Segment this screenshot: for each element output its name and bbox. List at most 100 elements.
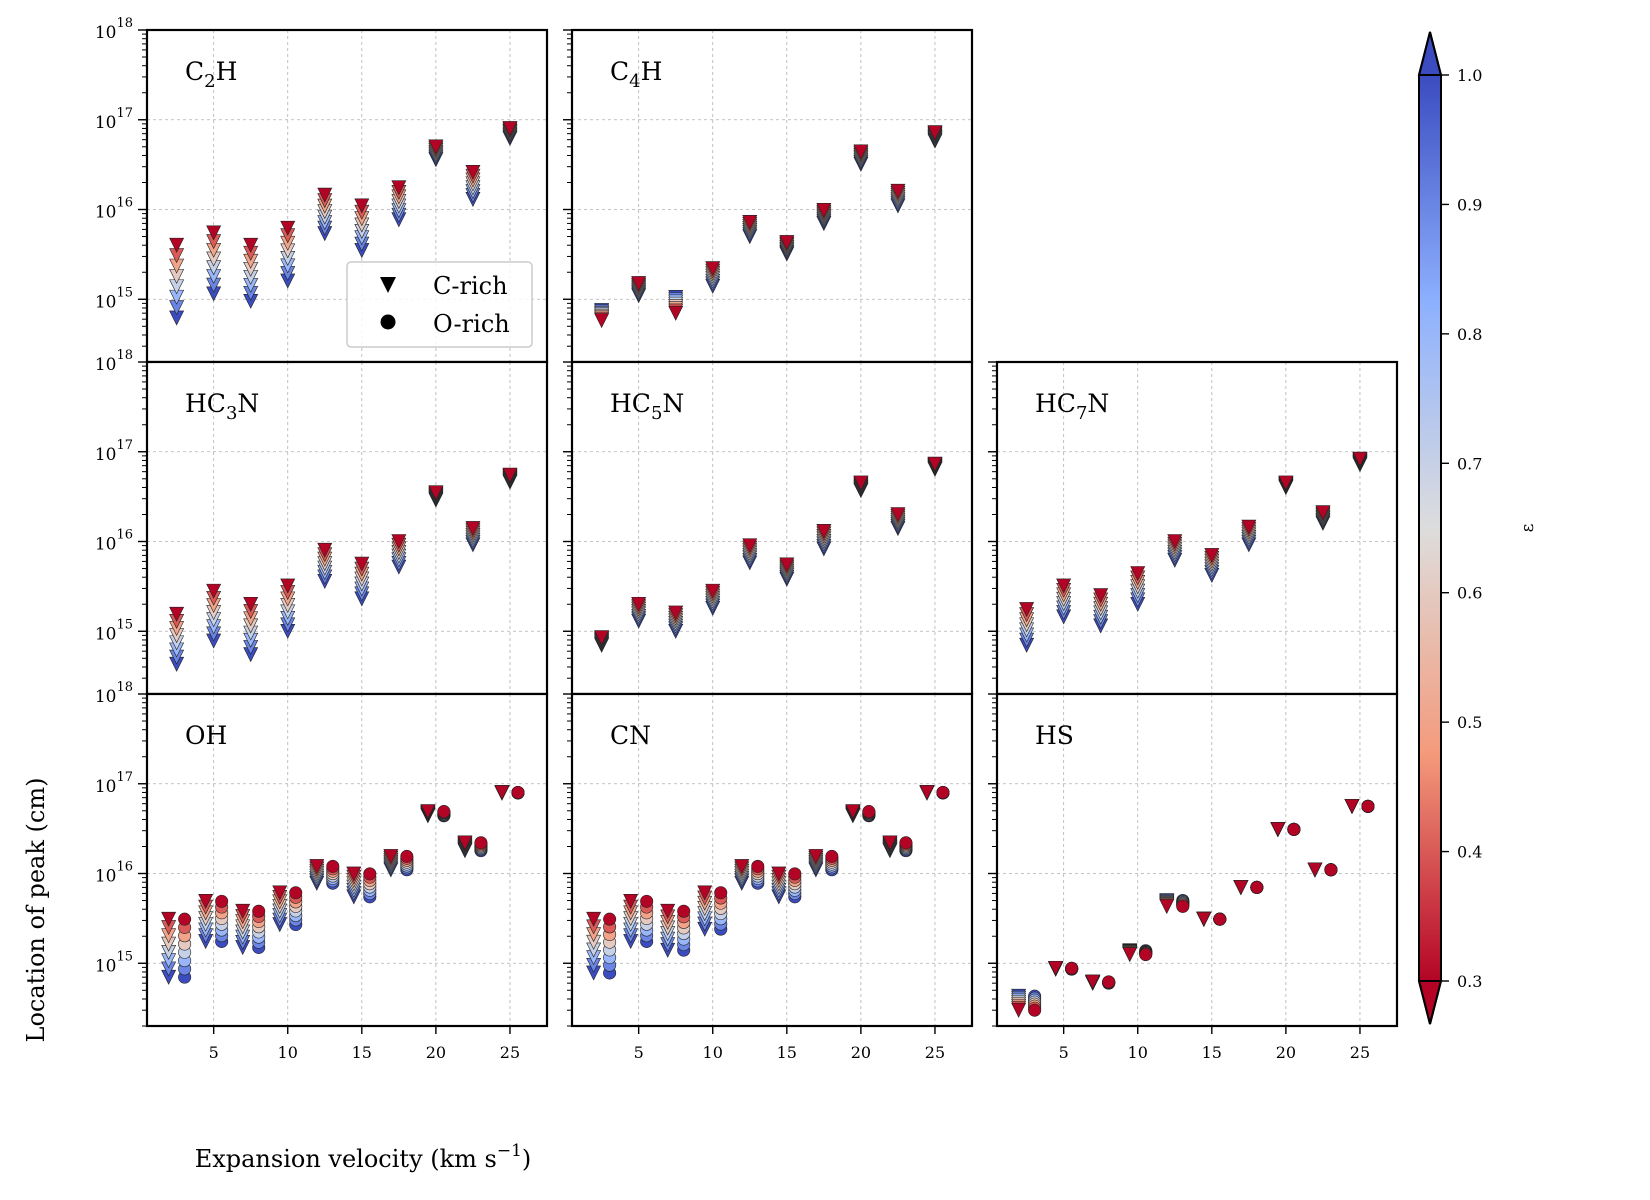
x-tick-label: 10 [703,1043,723,1062]
panel-label-sub: 5 [651,403,662,424]
panel-label-main: HS [1035,721,1074,750]
legend-triangle-marker [380,277,396,293]
x-tick-label: 15 [777,1043,797,1062]
panel-frame [570,692,974,1028]
y-tick-label: 1017 [95,770,133,797]
c-rich-point [235,903,251,919]
c-rich-point [1011,1002,1027,1018]
panel-label-end: N [1087,389,1109,418]
grid [997,694,1397,1026]
c-rich-point [1344,799,1360,815]
c-rich-point [660,903,676,919]
c-rich-point [280,578,296,594]
data-markers [1011,799,1375,1018]
y-tick-exp: 16 [116,860,133,875]
y-axis-label: Location of peak (cm) [22,778,50,1043]
c-rich-point [1204,548,1220,564]
y-tick-label: 1015 [95,617,133,644]
y-tick-base: 10 [95,535,117,555]
o-rich-point [899,836,913,850]
o-rich-point [1361,799,1375,813]
c-rich-point [161,911,177,927]
o-rich-point [862,805,876,819]
x-tick-label: 5 [1059,1043,1069,1062]
panel-6: 5 10 15 20 25 CN [563,692,974,1062]
x-axis-label: Expansion velocity (km s−1) [195,1141,532,1173]
colorbar-tick-label: 0.4 [1457,843,1482,862]
panel-label-main: OH [185,721,227,750]
c-rich-point [623,894,639,909]
c-rich-point [272,885,288,901]
panel-label-end: N [662,389,684,418]
c-rich-point [169,237,185,253]
c-rich-point [1048,960,1064,976]
y-tick-label: 1016 [95,860,133,887]
c-rich-point [1122,947,1138,963]
y-tick-label: 1016 [95,528,133,555]
c-rich-point [1233,880,1249,896]
c-rich-point [1241,519,1257,535]
panel-label-sub: 7 [1076,403,1087,424]
c-rich-point [927,456,943,472]
panel-label: OH [185,721,227,750]
y-tick-base: 10 [95,113,117,133]
c-rich-point [391,180,407,196]
grid [572,362,972,694]
c-rich-point [1196,911,1212,927]
y-tick-exp: 17 [116,438,133,453]
o-rich-point [1213,912,1227,926]
x-tick-label: 20 [851,1043,871,1062]
y-tick-exp: 18 [116,680,133,695]
c-rich-point [317,542,333,558]
o-rich-point [1176,899,1190,913]
data-markers [161,785,525,985]
o-rich-point [1287,822,1301,836]
panel-3: HC5N [563,360,974,702]
c-rich-point [1093,588,1109,604]
y-tick-base: 10 [95,687,117,707]
c-rich-point [845,804,861,820]
x-tick-label: 10 [278,1043,298,1062]
y-tick-label: 1018 [95,680,133,707]
c-rich-point [697,885,713,901]
colorbar-tick-label: 0.3 [1457,972,1482,991]
c-rich-point [391,534,407,550]
c-rich-point [668,605,684,621]
y-tick-exp: 16 [116,196,133,211]
colorbar-tick-label: 0.5 [1457,713,1482,732]
o-rich-point [511,785,525,799]
c-rich-point [465,164,481,180]
c-rich-point [1130,566,1146,582]
o-rich-point [252,904,266,918]
c-rich-point [1307,862,1323,878]
c-rich-point [594,313,610,329]
c-rich-point [502,121,518,137]
c-rich-point [502,467,518,483]
o-rich-point [714,886,728,900]
colorbar-gradient [1419,75,1441,981]
o-rich-point [363,867,377,881]
y-tick-base: 10 [95,777,117,797]
data-markers [586,785,950,981]
colorbar-label: ε [1518,523,1538,532]
c-rich-point [420,804,436,820]
x-axis-label-sup: −1 [497,1141,522,1161]
x-axis-label-close: ) [522,1145,531,1173]
c-rich-point [734,859,750,875]
y-tick-exp: 15 [116,285,133,300]
o-rich-point [677,904,691,918]
c-rich-point [206,225,222,241]
c-rich-point [1167,534,1183,550]
o-rich-point [289,886,303,900]
grid [997,362,1397,694]
panel-frame [995,692,1399,1028]
panel-label: C4H [610,57,662,92]
o-rich-point [936,785,950,799]
c-rich-point [668,305,684,321]
panel-label-main: C [610,57,629,86]
c-rich-point [243,596,259,612]
panel-label-main: C [185,57,204,86]
